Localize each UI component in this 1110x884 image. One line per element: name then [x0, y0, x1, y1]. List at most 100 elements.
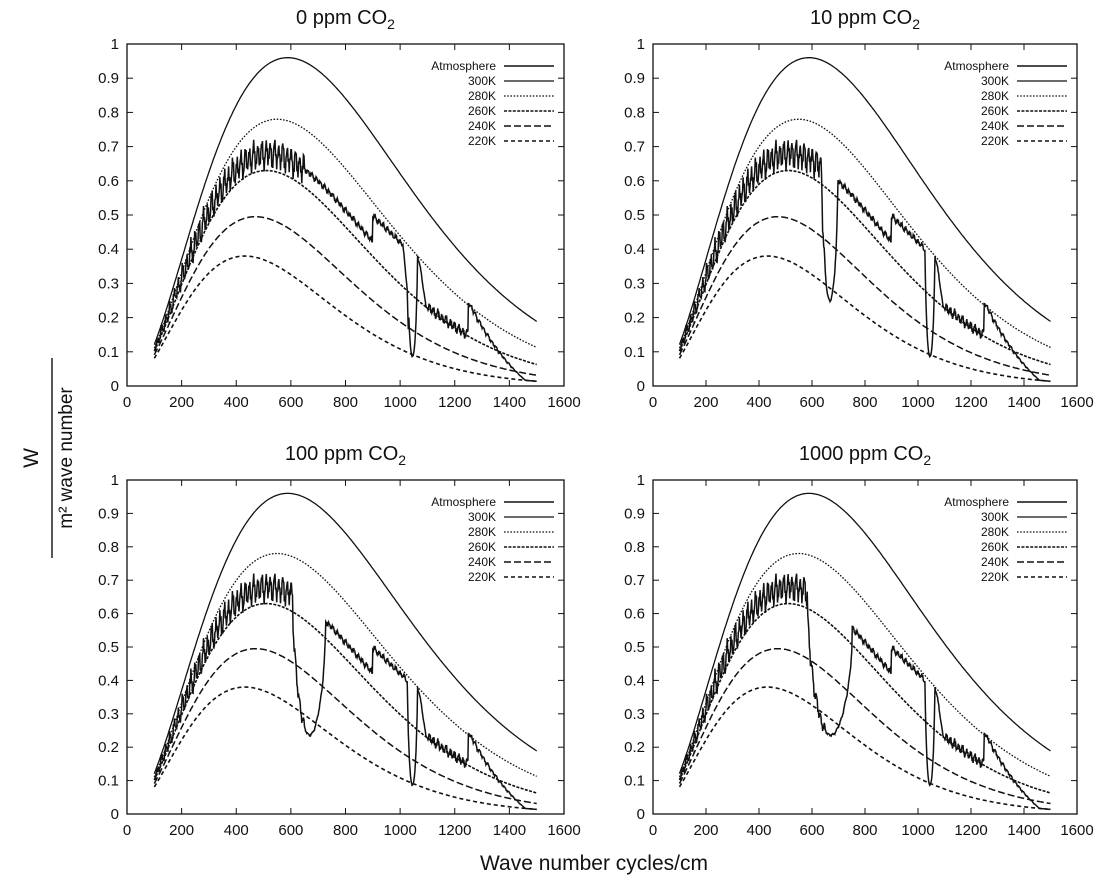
series-line-260k — [678, 602, 1051, 794]
series-line-240k — [153, 647, 537, 805]
x-tick-label: 400 — [224, 822, 249, 839]
y-tick-label: 0.9 — [98, 505, 119, 522]
y-tick-label: 0.8 — [98, 104, 119, 121]
legend-label: 280K — [981, 89, 1009, 103]
series-line-300k — [153, 57, 538, 345]
y-tick-label: 0 — [111, 806, 119, 823]
y-tick-label: 0.7 — [98, 572, 119, 589]
legend-label: 220K — [981, 570, 1009, 584]
legend-label: 280K — [468, 89, 496, 103]
y-tick-label: 0.5 — [624, 207, 645, 224]
legend-label: 220K — [468, 570, 496, 584]
x-tick-label: 1000 — [901, 822, 934, 839]
y-tick-label: 0.7 — [624, 572, 645, 589]
legend-label: 240K — [468, 555, 496, 569]
series-line-300k — [678, 492, 1051, 774]
y-tick-label: 0.8 — [98, 539, 119, 556]
legend-label: 300K — [468, 74, 496, 88]
y-tick-label: 0.9 — [98, 70, 119, 87]
x-tick-label: 200 — [693, 822, 718, 839]
series-line-atmosphere — [153, 139, 537, 383]
y-tick-label: 0.4 — [624, 672, 645, 689]
x-tick-label: 1400 — [1007, 822, 1040, 839]
x-tick-label: 1600 — [1060, 822, 1093, 839]
plot-frame — [652, 479, 1078, 815]
legend-label: Atmosphere — [944, 495, 1009, 509]
y-tick-label: 0.4 — [624, 241, 645, 258]
series-line-atmosphere — [153, 573, 537, 811]
y-tick-label: 0.5 — [98, 207, 119, 224]
series-line-260k — [678, 169, 1051, 366]
panel-title-subscript: 2 — [387, 16, 395, 32]
x-tick-label: 1200 — [438, 394, 471, 411]
legend-label: 220K — [468, 134, 496, 148]
x-tick-label: 1600 — [1060, 394, 1093, 411]
y-tick-label: 0.9 — [624, 505, 645, 522]
legend-label: 220K — [981, 134, 1009, 148]
legend-label: 240K — [981, 119, 1009, 133]
y-tick-label: 0.5 — [624, 639, 645, 656]
legend-label: 280K — [981, 525, 1009, 539]
x-tick-label: 400 — [746, 822, 771, 839]
y-tick-label: 1 — [637, 36, 645, 53]
y-tick-label: 0.6 — [98, 173, 119, 190]
x-tick-label: 1200 — [954, 394, 987, 411]
y-tick-label: 0.7 — [98, 139, 119, 156]
y-tick-label: 0.3 — [98, 275, 119, 292]
x-tick-label: 1000 — [383, 394, 416, 411]
plot-frame — [126, 479, 565, 815]
chart-panel-2: 0 0.1 0.2 0.3 0.4 0.5 0.6 0.7 0.8 0.9 1 0 200 400 600 8… — [624, 7, 1094, 411]
series-line-240k — [678, 215, 1051, 376]
legend-label: Atmosphere — [431, 59, 496, 73]
legend-label: 300K — [981, 510, 1009, 524]
legend-label: 260K — [981, 104, 1009, 118]
panel-title-subscript: 2 — [912, 16, 920, 32]
y-tick-label: 0.6 — [624, 173, 645, 190]
y-tick-label: 0.2 — [624, 310, 645, 327]
panel-title-main: 100 ppm CO — [285, 443, 398, 465]
y-tick-label: 0.6 — [624, 606, 645, 623]
x-tick-label: 1000 — [383, 822, 416, 839]
y-axis-title-denominator: m² wave number — [56, 387, 77, 529]
legend-label: 260K — [981, 540, 1009, 554]
x-tick-label: 600 — [278, 822, 303, 839]
y-tick-label: 0.3 — [624, 706, 645, 723]
y-tick-label: 0.3 — [624, 275, 645, 292]
y-tick-label: 0.9 — [624, 70, 645, 87]
x-tick-label: 0 — [123, 822, 131, 839]
y-tick-label: 0 — [637, 806, 645, 823]
x-tick-label: 1200 — [954, 822, 987, 839]
series-line-300k — [678, 57, 1051, 345]
panel-title: 1000 ppm CO2 — [799, 443, 932, 468]
y-tick-label: 0.1 — [98, 773, 119, 790]
panel-title-main: 10 ppm CO — [810, 7, 912, 29]
x-tick-label: 200 — [169, 822, 194, 839]
y-tick-label: 0.1 — [624, 773, 645, 790]
x-tick-label: 1400 — [1007, 394, 1040, 411]
legend-label: 260K — [468, 540, 496, 554]
legend-label: 300K — [981, 74, 1009, 88]
legend-label: 240K — [468, 119, 496, 133]
chart-panel-1: 0 0.1 0.2 0.3 0.4 0.5 0.6 0.7 0.8 0.9 1 0 200 400 600 8… — [98, 7, 581, 411]
x-tick-label: 600 — [278, 394, 303, 411]
y-tick-label: 0 — [637, 378, 645, 395]
x-tick-label: 1400 — [493, 822, 526, 839]
series-line-240k — [678, 647, 1051, 805]
chart-panel-3: 0 0.1 0.2 0.3 0.4 0.5 0.6 0.7 0.8 0.9 1 0 200 400 600 8… — [98, 443, 581, 839]
x-tick-label: 600 — [799, 394, 824, 411]
panel-title: 100 ppm CO2 — [285, 443, 406, 468]
x-tick-label: 400 — [746, 394, 771, 411]
legend-label: 300K — [468, 510, 496, 524]
plot-frame — [126, 43, 565, 387]
y-tick-label: 0.3 — [98, 706, 119, 723]
series-line-atmosphere — [678, 573, 1051, 811]
y-tick-label: 0.2 — [98, 739, 119, 756]
x-tick-label: 800 — [333, 822, 358, 839]
x-tick-label: 200 — [693, 394, 718, 411]
y-tick-label: 0.4 — [98, 241, 119, 258]
y-tick-label: 0.2 — [98, 310, 119, 327]
series-line-240k — [153, 215, 537, 376]
y-tick-label: 0.1 — [98, 344, 119, 361]
series-line-280k — [153, 118, 537, 349]
